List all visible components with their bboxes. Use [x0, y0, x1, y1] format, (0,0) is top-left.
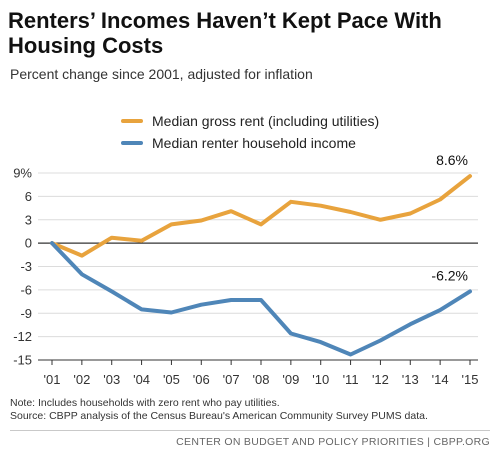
x-tick-label: '02 — [73, 372, 90, 387]
chart-subtitle: Percent change since 2001, adjusted for … — [10, 66, 313, 82]
x-tick-label: '01 — [44, 372, 61, 387]
y-tick-label: 3 — [25, 212, 32, 227]
x-tick-label: '04 — [133, 372, 150, 387]
chart-title: Renters’ Incomes Haven’t Kept Pace With … — [8, 8, 442, 58]
legend-item-rent: Median gross rent (including utilities) — [121, 112, 379, 130]
x-tick-label: '14 — [432, 372, 449, 387]
legend-item-income: Median renter household income — [121, 134, 356, 152]
x-tick-label: '10 — [312, 372, 329, 387]
footer-credit: CENTER ON BUDGET AND POLICY PRIORITIES |… — [176, 436, 490, 448]
y-tick-label: 9% — [13, 166, 32, 181]
x-tick-label: '07 — [223, 372, 240, 387]
line-chart: 9% 6 3 0 -3 -6 -9 -12 -15 '01 '02 '03 '04 '05 '06 '07 '0… — [13, 152, 479, 387]
x-tick-label: '09 — [282, 372, 299, 387]
x-tick-label: '13 — [402, 372, 419, 387]
y-tick-label: -15 — [13, 353, 32, 368]
income-series-line — [50, 241, 472, 357]
rent-series-line — [50, 174, 472, 258]
legend-label-income: Median renter household income — [152, 135, 356, 151]
y-tick-label: -3 — [20, 259, 32, 274]
x-tick-label: '12 — [372, 372, 389, 387]
legend-swatch-rent — [121, 119, 143, 123]
income-end-annotation: -6.2% — [431, 267, 468, 283]
x-tick-label: '11 — [343, 372, 359, 387]
x-tick-label: '05 — [163, 372, 180, 387]
footer-divider — [10, 430, 490, 431]
legend-label-rent: Median gross rent (including utilities) — [152, 113, 380, 129]
x-tick-label: '15 — [462, 372, 479, 387]
y-tick-label: 0 — [25, 236, 32, 251]
chart-notes: Note: Includes households with zero rent… — [10, 397, 428, 423]
x-tick-label: '03 — [103, 372, 120, 387]
x-tick-label: '08 — [253, 372, 270, 387]
y-tick-label: -12 — [13, 329, 32, 344]
legend-swatch-income — [121, 141, 143, 145]
y-tick-label: 6 — [25, 189, 32, 204]
y-tick-label: -6 — [20, 282, 32, 297]
note-text: Note: Includes households with zero rent… — [10, 397, 280, 409]
rent-end-annotation: 8.6% — [436, 152, 468, 168]
y-tick-label: -9 — [20, 306, 32, 321]
x-tick-label: '06 — [193, 372, 210, 387]
source-text: Source: CBPP analysis of the Census Bure… — [10, 410, 428, 422]
